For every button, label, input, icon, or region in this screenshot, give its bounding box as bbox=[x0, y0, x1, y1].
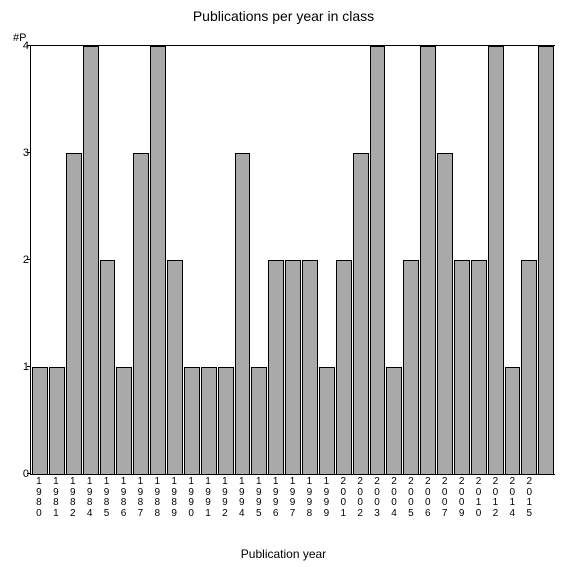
bar bbox=[218, 367, 234, 474]
bar bbox=[150, 46, 166, 474]
bar bbox=[201, 367, 217, 474]
ytick-label: 4 bbox=[17, 40, 29, 52]
xtick-label: 1995 bbox=[251, 477, 267, 519]
chart-title: Publications per year in class bbox=[0, 8, 567, 24]
ytick-label: 1 bbox=[17, 361, 29, 373]
xtick-label: 2006 bbox=[420, 477, 436, 519]
ytick-label: 3 bbox=[17, 147, 29, 159]
xtick-label: 1998 bbox=[302, 477, 318, 519]
xtick-label bbox=[538, 477, 554, 519]
xtick-label: 2002 bbox=[352, 477, 368, 519]
bar bbox=[167, 260, 183, 474]
ytick-mark bbox=[27, 45, 31, 46]
xtick-label: 1989 bbox=[166, 477, 182, 519]
ytick-mark bbox=[27, 366, 31, 367]
bar bbox=[184, 367, 200, 474]
bar bbox=[370, 46, 386, 474]
xtick-label: 1984 bbox=[82, 477, 98, 519]
bars-container bbox=[31, 46, 555, 474]
xtick-label: 1987 bbox=[132, 477, 148, 519]
xtick-label: 1997 bbox=[285, 477, 301, 519]
bar bbox=[488, 46, 504, 474]
bar bbox=[336, 260, 352, 474]
plot-area: 01234 bbox=[30, 45, 555, 475]
xtick-label: 2014 bbox=[504, 477, 520, 519]
bar bbox=[268, 260, 284, 474]
bar bbox=[471, 260, 487, 474]
bar bbox=[235, 153, 251, 474]
xtick-label: 1985 bbox=[99, 477, 115, 519]
bar bbox=[116, 367, 132, 474]
ytick-mark bbox=[27, 259, 31, 260]
bar bbox=[133, 153, 149, 474]
xtick-label: 1999 bbox=[318, 477, 334, 519]
xtick-label: 1981 bbox=[48, 477, 64, 519]
bar bbox=[521, 260, 537, 474]
ytick-mark bbox=[27, 152, 31, 153]
bar bbox=[100, 260, 116, 474]
bar bbox=[437, 153, 453, 474]
xticks-row: 1980198119821984198519861987198819891990… bbox=[30, 477, 555, 519]
xtick-label: 2015 bbox=[521, 477, 537, 519]
publications-bar-chart: Publications per year in class #P 01234 … bbox=[0, 0, 567, 567]
xtick-label: 2009 bbox=[454, 477, 470, 519]
xtick-label: 2007 bbox=[437, 477, 453, 519]
ytick-mark bbox=[27, 473, 31, 474]
bar bbox=[420, 46, 436, 474]
xtick-label: 2012 bbox=[487, 477, 503, 519]
xtick-label: 1986 bbox=[116, 477, 132, 519]
bar bbox=[403, 260, 419, 474]
xtick-label: 1996 bbox=[268, 477, 284, 519]
xtick-label: 2010 bbox=[471, 477, 487, 519]
xtick-label: 2005 bbox=[403, 477, 419, 519]
bar bbox=[505, 367, 521, 474]
xtick-label: 1994 bbox=[234, 477, 250, 519]
bar bbox=[302, 260, 318, 474]
x-axis-label: Publication year bbox=[0, 547, 567, 561]
bar bbox=[454, 260, 470, 474]
xtick-label: 1980 bbox=[31, 477, 47, 519]
ytick-label: 2 bbox=[17, 254, 29, 266]
xtick-label: 1992 bbox=[217, 477, 233, 519]
xtick-label: 1988 bbox=[149, 477, 165, 519]
bar bbox=[251, 367, 267, 474]
xtick-label: 1982 bbox=[65, 477, 81, 519]
xtick-label: 1990 bbox=[183, 477, 199, 519]
xtick-label: 2001 bbox=[335, 477, 351, 519]
xtick-label: 1991 bbox=[200, 477, 216, 519]
bar bbox=[49, 367, 65, 474]
xtick-label: 2003 bbox=[369, 477, 385, 519]
bar bbox=[32, 367, 48, 474]
bar bbox=[538, 46, 554, 474]
bar bbox=[353, 153, 369, 474]
bar bbox=[83, 46, 99, 474]
bar bbox=[285, 260, 301, 474]
bar bbox=[386, 367, 402, 474]
bar bbox=[319, 367, 335, 474]
bar bbox=[66, 153, 82, 474]
ytick-label: 0 bbox=[17, 468, 29, 480]
xtick-label: 2004 bbox=[386, 477, 402, 519]
